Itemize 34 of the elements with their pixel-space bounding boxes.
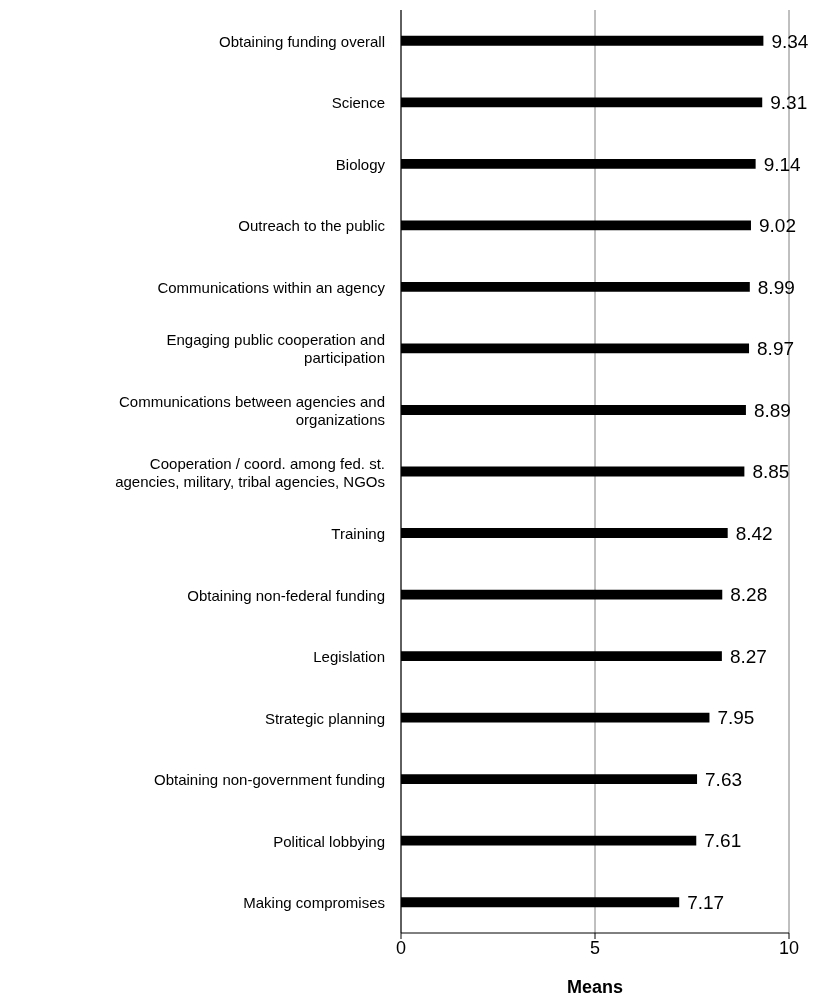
data-label: 8.28 bbox=[730, 584, 768, 606]
data-label: 9.14 bbox=[763, 153, 802, 175]
data-label: 8.99 bbox=[757, 276, 795, 298]
y-tick-label: Communications within an agency bbox=[157, 278, 386, 296]
x-tick-label: 0 bbox=[395, 937, 407, 958]
y-tick-label: Making compromises bbox=[243, 893, 385, 911]
x-axis-title: Means bbox=[566, 977, 624, 997]
y-tick-label: Political lobbying bbox=[273, 832, 385, 850]
data-label: 8.89 bbox=[753, 399, 791, 421]
y-tick-label: Training bbox=[331, 524, 385, 542]
data-label: 7.61 bbox=[704, 830, 742, 852]
x-tick-label: 10 bbox=[778, 937, 800, 958]
data-label: 9.02 bbox=[758, 215, 796, 237]
data-label: 9.34 bbox=[771, 30, 809, 52]
y-tick-label: Engaging public cooperation and participation bbox=[166, 330, 385, 366]
data-label: 8.27 bbox=[729, 645, 767, 667]
y-tick-label: Obtaining funding overall bbox=[219, 32, 385, 50]
data-label: 8.42 bbox=[735, 522, 773, 544]
data-label: 7.17 bbox=[687, 891, 725, 913]
y-tick-label: Obtaining non-government funding bbox=[154, 770, 385, 788]
y-tick-label: Cooperation / coord. among fed. st. agencies, military, tribal agencies, NGOs bbox=[115, 454, 385, 489]
y-tick-label: Outreach to the public bbox=[238, 216, 386, 234]
data-label: 8.85 bbox=[752, 461, 790, 483]
x-tick-label: 5 bbox=[589, 937, 601, 958]
y-tick-label: Strategic planning bbox=[264, 709, 385, 727]
y-tick-label: Communications between agencies and organizations bbox=[119, 392, 385, 428]
data-label: 9.31 bbox=[770, 92, 808, 114]
data-label: 7.95 bbox=[717, 707, 755, 729]
y-tick-label: Science bbox=[331, 93, 385, 111]
y-tick-label: Legislation bbox=[313, 647, 385, 665]
data-label: 7.63 bbox=[705, 768, 743, 790]
y-tick-label: Obtaining non-federal funding bbox=[187, 586, 385, 604]
data-label: 8.97 bbox=[757, 338, 795, 360]
y-tick-label: Biology bbox=[335, 155, 386, 173]
